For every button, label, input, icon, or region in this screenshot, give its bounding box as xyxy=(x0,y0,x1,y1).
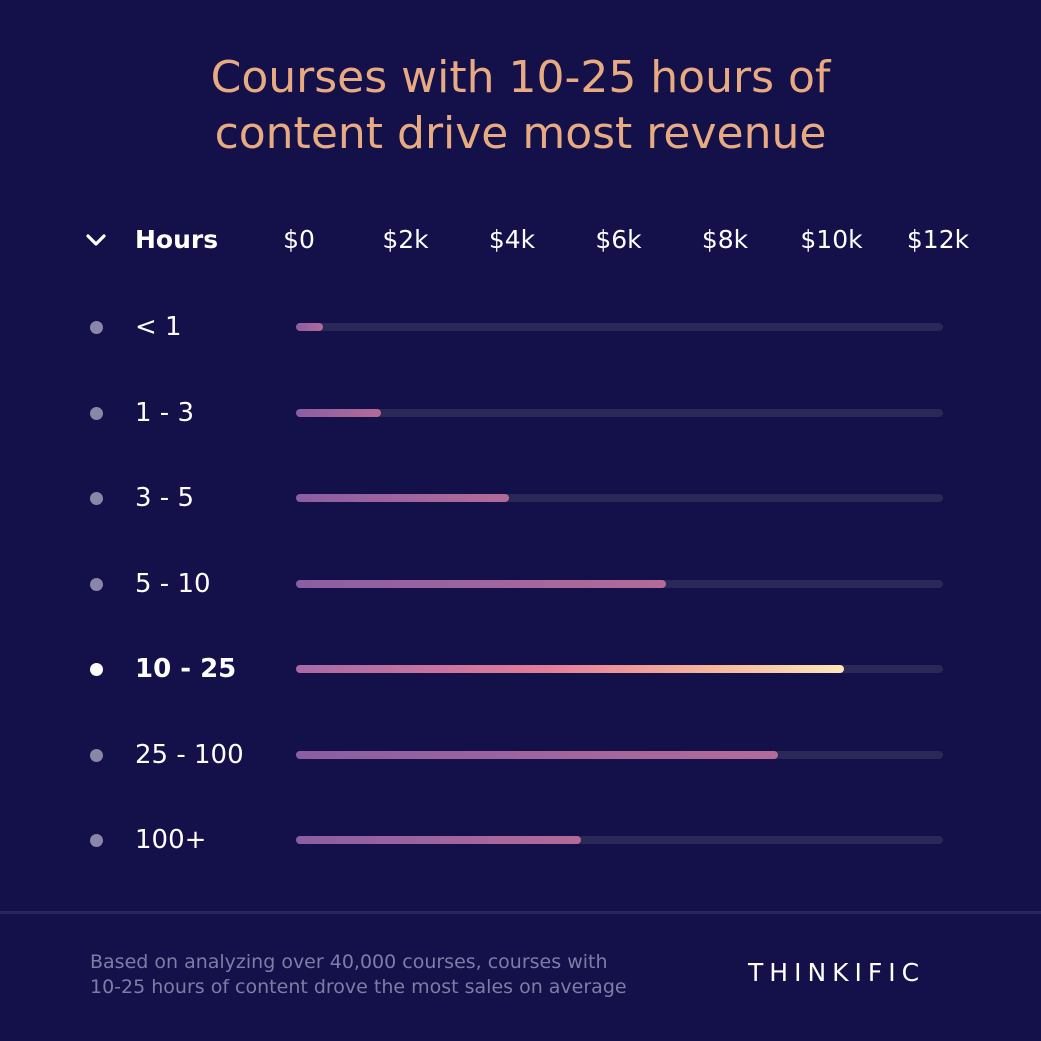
x-tick-label: $0 xyxy=(283,225,315,254)
x-tick-label: $8k xyxy=(701,225,749,254)
bar-track xyxy=(296,494,943,502)
x-tick-label: $12k xyxy=(906,225,970,254)
bar-row: < 1 xyxy=(0,307,1041,347)
bar-track xyxy=(296,579,943,588)
bar-track xyxy=(296,750,943,759)
category-label: 5 - 10 xyxy=(135,568,211,599)
legend-dot xyxy=(90,492,103,505)
chart-title-line-1: Courses with 10-25 hours of xyxy=(210,52,831,103)
bar-track xyxy=(296,836,943,844)
category-label: 1 - 3 xyxy=(135,397,194,428)
legend-dot xyxy=(90,577,103,591)
category-label: 100+ xyxy=(135,825,207,855)
bar-row: 5 - 10 xyxy=(0,564,1041,604)
bar xyxy=(296,323,323,331)
bar-track xyxy=(296,408,943,417)
brand-logo: THINKIFIC xyxy=(748,958,926,987)
x-tick-label: $2k xyxy=(382,225,429,254)
chart-title: Courses with 10-25 hours of content driv… xyxy=(0,50,1041,162)
category-header: Hours xyxy=(135,225,219,254)
bar-row: 25 - 100 xyxy=(0,735,1041,775)
legend-dot xyxy=(90,663,103,676)
bar-row: 100+ xyxy=(0,820,1041,860)
bar xyxy=(296,836,581,844)
category-label: 25 - 100 xyxy=(135,739,244,770)
legend-dot xyxy=(90,406,103,420)
category-label: 10 - 25 xyxy=(135,654,237,684)
axis-header: Hours $0 $2k $4k $6k $8k $10k $12k xyxy=(0,220,1041,260)
category-label: < 1 xyxy=(135,312,182,342)
x-tick-label: $6k xyxy=(595,225,642,254)
bar xyxy=(296,665,845,673)
bar xyxy=(296,750,778,759)
divider xyxy=(0,911,1041,914)
footnote-line-1: Based on analyzing over 40,000 courses, … xyxy=(90,951,608,973)
bar-track xyxy=(296,665,943,673)
bar xyxy=(296,579,667,588)
bar xyxy=(296,494,509,502)
legend-dot xyxy=(90,834,103,847)
bar-row: 1 - 3 xyxy=(0,393,1041,433)
bar-row: 10 - 25 xyxy=(0,649,1041,689)
bar-track xyxy=(296,323,943,331)
chevron-down-icon[interactable] xyxy=(84,228,108,252)
footnote: Based on analyzing over 40,000 courses, … xyxy=(90,950,690,1000)
x-tick-label: $10k xyxy=(800,225,863,254)
footnote-line-2: 10-25 hours of content drove the most sa… xyxy=(90,976,627,998)
bar-row: 3 - 5 xyxy=(0,478,1041,518)
category-label: 3 - 5 xyxy=(135,483,194,513)
bar xyxy=(296,408,382,417)
x-tick-label: $4k xyxy=(488,225,536,254)
legend-dot xyxy=(90,748,103,762)
legend-dot xyxy=(90,321,103,334)
chart-title-line-2: content drive most revenue xyxy=(214,108,827,159)
